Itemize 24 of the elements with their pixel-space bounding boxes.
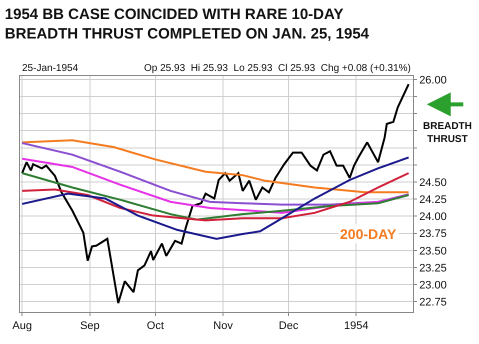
text: 25-Jan-1954 — [22, 63, 79, 74]
line-series — [21, 156, 410, 240]
x-tick-label: Oct — [146, 320, 164, 332]
x-tick-label: 1954 — [344, 320, 368, 332]
chart-title: 1954 BB CASE COINCIDED WITH RARE 10-DAY BREADTH THRUST COMPLETED ON JAN. 25, 1954 — [4, 6, 370, 42]
line-series — [21, 139, 410, 194]
x-tick-label: Aug — [12, 320, 32, 332]
x-tick-label: Dec — [278, 320, 299, 332]
annotation: 200-DAY — [340, 226, 397, 242]
x-tick-label: Sep — [80, 320, 100, 332]
line-series — [21, 83, 410, 304]
y-tick-label: 23.00 — [419, 279, 447, 292]
y-tick-label: 22.75 — [419, 296, 447, 309]
y-tick-label: 26.00 — [419, 74, 447, 86]
y-tick-label: 24.50 — [419, 176, 447, 189]
y-tick-label: 23.25 — [419, 262, 447, 274]
y-tick-label: 23.75 — [419, 228, 447, 240]
y-tick-label: 24.25 — [419, 194, 447, 206]
y-tick-label: 23.50 — [419, 245, 447, 258]
text: Op 25.93 Hi 25.93 Lo 25.93 Cl 25.93 Chg +0.08 (+0.31%) — [144, 63, 411, 74]
text: BREADTH THRUST — [423, 121, 472, 145]
x-tick-label: Nov — [213, 320, 234, 332]
line-series — [21, 142, 410, 206]
y-tick-label: 24.00 — [419, 211, 447, 224]
